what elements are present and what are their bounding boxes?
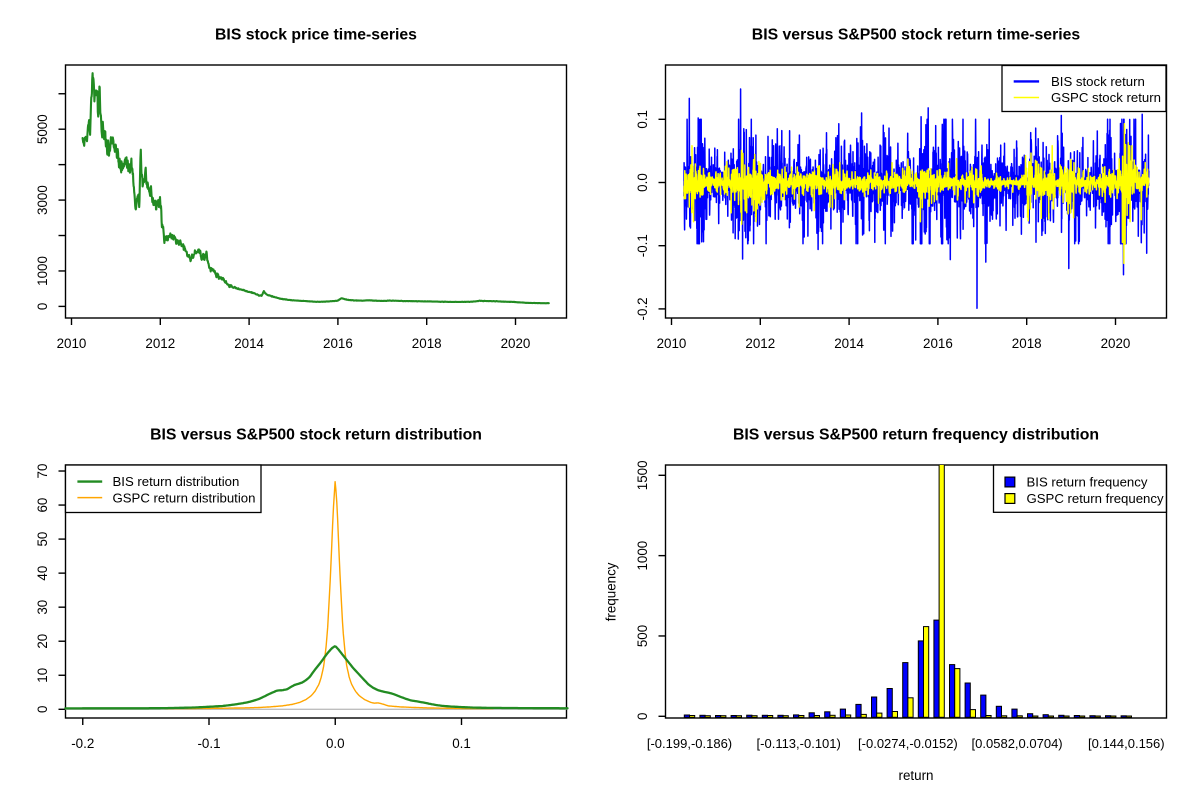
svg-text:2010: 2010 [657,336,687,351]
svg-text:2010: 2010 [57,336,87,351]
svg-text:GSPC return distribution: GSPC return distribution [113,490,256,505]
svg-text:BIS versus S&P500 stock return: BIS versus S&P500 stock return time-seri… [752,27,1081,44]
svg-text:0.0: 0.0 [326,736,345,751]
svg-text:BIS stock return: BIS stock return [1051,74,1145,89]
svg-text:GSPC stock return: GSPC stock return [1051,90,1161,105]
svg-text:[-0.113,-0.101): [-0.113,-0.101) [757,736,841,751]
svg-text:3000: 3000 [35,185,50,215]
svg-text:5000: 5000 [35,114,50,144]
svg-text:60: 60 [35,498,50,513]
svg-text:frequency: frequency [604,562,619,621]
svg-text:50: 50 [35,532,50,547]
svg-text:BIS versus S&P500 stock return: BIS versus S&P500 stock return distribut… [150,427,482,444]
svg-text:500: 500 [635,625,650,647]
svg-text:-0.1: -0.1 [635,234,650,257]
svg-text:0.1: 0.1 [452,736,471,751]
svg-text:return: return [899,768,934,783]
svg-text:70: 70 [35,464,50,479]
svg-text:2012: 2012 [145,336,175,351]
svg-text:1500: 1500 [635,460,650,490]
svg-text:[0.0582,0.0704): [0.0582,0.0704) [972,736,1063,751]
svg-text:[-0.199,-0.186): [-0.199,-0.186) [647,736,732,751]
svg-text:1000: 1000 [35,256,50,286]
svg-text:0: 0 [35,303,50,310]
svg-text:[0.144,0.156): [0.144,0.156) [1088,736,1165,751]
svg-text:30: 30 [35,600,50,615]
svg-text:BIS return frequency: BIS return frequency [1027,474,1148,489]
svg-text:2016: 2016 [323,336,353,351]
svg-text:2014: 2014 [834,336,864,351]
svg-text:-0.2: -0.2 [635,297,650,320]
svg-text:BIS versus S&P500 return frequ: BIS versus S&P500 return frequency distr… [733,427,1099,444]
svg-text:-0.1: -0.1 [197,736,220,751]
svg-text:0: 0 [35,706,50,713]
svg-text:20: 20 [35,634,50,649]
svg-text:2016: 2016 [923,336,953,351]
svg-text:2012: 2012 [745,336,775,351]
svg-text:BIS return distribution: BIS return distribution [113,474,240,489]
svg-text:2020: 2020 [501,336,531,351]
svg-text:-0.2: -0.2 [71,736,94,751]
svg-text:0: 0 [635,713,650,720]
svg-text:2020: 2020 [1101,336,1131,351]
svg-text:2018: 2018 [412,336,442,351]
svg-text:[-0.0274,-0.0152): [-0.0274,-0.0152) [858,736,958,751]
svg-text:0.0: 0.0 [635,173,650,192]
svg-text:BIS stock price time-series: BIS stock price time-series [215,27,417,44]
svg-text:0.1: 0.1 [635,110,650,129]
svg-text:40: 40 [35,566,50,581]
svg-text:2014: 2014 [234,336,264,351]
svg-text:10: 10 [35,668,50,683]
svg-text:GSPC return frequency: GSPC return frequency [1027,491,1164,506]
svg-text:2018: 2018 [1012,336,1042,351]
svg-text:1000: 1000 [635,541,650,571]
